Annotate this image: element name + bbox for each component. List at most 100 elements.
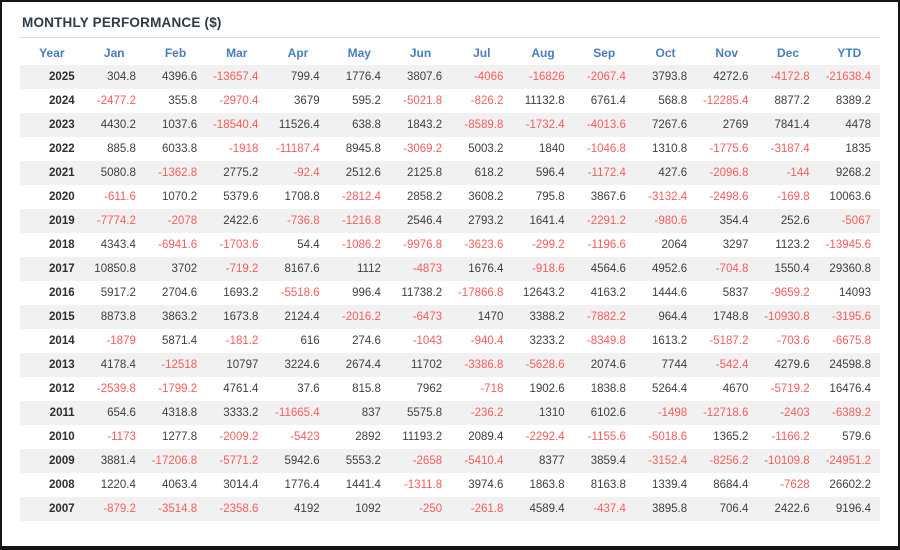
- value-cell: -2096.8: [696, 161, 757, 185]
- value-cell: 54.4: [267, 233, 328, 257]
- value-cell: 1776.4: [267, 473, 328, 497]
- value-cell: -261.8: [451, 497, 512, 521]
- value-cell: 996.4: [329, 281, 390, 305]
- value-cell: 5264.4: [635, 377, 696, 401]
- value-cell: 4192: [267, 497, 328, 521]
- value-cell: 2674.4: [329, 353, 390, 377]
- value-cell: -1216.8: [329, 209, 390, 233]
- app-window: { "title": "MONTHLY PERFORMANCE ($)", "t…: [0, 0, 900, 550]
- table-row: 20165917.22704.61693.2-5518.6996.411738.…: [20, 281, 880, 305]
- value-cell: -16826: [512, 65, 573, 89]
- value-cell: 3895.8: [635, 497, 696, 521]
- year-cell: 2022: [20, 137, 84, 161]
- value-cell: 2089.4: [451, 425, 512, 449]
- year-cell: 2015: [20, 305, 84, 329]
- value-cell: 1840: [512, 137, 573, 161]
- value-cell: -236.2: [451, 401, 512, 425]
- value-cell: 2422.6: [757, 497, 818, 521]
- value-cell: -2403: [757, 401, 818, 425]
- value-cell: -181.2: [206, 329, 267, 353]
- value-cell: 1776.4: [329, 65, 390, 89]
- value-cell: 3297: [696, 233, 757, 257]
- value-cell: 815.8: [329, 377, 390, 401]
- value-cell: -703.6: [757, 329, 818, 353]
- year-cell: 2012: [20, 377, 84, 401]
- value-cell: -17206.8: [145, 449, 206, 473]
- year-cell: 2011: [20, 401, 84, 425]
- value-cell: -6389.2: [819, 401, 880, 425]
- value-cell: 885.8: [84, 137, 145, 161]
- value-cell: 6102.6: [574, 401, 635, 425]
- value-cell: -5021.8: [390, 89, 451, 113]
- value-cell: 4063.4: [145, 473, 206, 497]
- value-cell: 3608.2: [451, 185, 512, 209]
- year-cell: 2009: [20, 449, 84, 473]
- value-cell: -13945.6: [819, 233, 880, 257]
- value-cell: -1703.6: [206, 233, 267, 257]
- table-row: 20093881.4-17206.8-5771.25942.65553.2-26…: [20, 449, 880, 473]
- value-cell: 5942.6: [267, 449, 328, 473]
- value-cell: 11702: [390, 353, 451, 377]
- year-cell: 2007: [20, 497, 84, 521]
- value-cell: -611.6: [84, 185, 145, 209]
- performance-panel: MONTHLY PERFORMANCE ($) YearJanFebMarApr…: [2, 2, 898, 521]
- value-cell: 10063.6: [819, 185, 880, 209]
- value-cell: 3807.6: [390, 65, 451, 89]
- value-cell: -2009.2: [206, 425, 267, 449]
- value-cell: -9659.2: [757, 281, 818, 305]
- value-cell: -2358.6: [206, 497, 267, 521]
- value-cell: 795.8: [512, 185, 573, 209]
- value-cell: -10109.8: [757, 449, 818, 473]
- value-cell: 654.6: [84, 401, 145, 425]
- value-cell: -980.6: [635, 209, 696, 233]
- value-cell: -4013.6: [574, 113, 635, 137]
- column-header-jul: Jul: [451, 40, 512, 65]
- value-cell: -12518: [145, 353, 206, 377]
- value-cell: 8167.6: [267, 257, 328, 281]
- value-cell: 638.8: [329, 113, 390, 137]
- value-cell: 4430.2: [84, 113, 145, 137]
- value-cell: 5003.2: [451, 137, 512, 161]
- value-cell: -2078: [145, 209, 206, 233]
- value-cell: 1693.2: [206, 281, 267, 305]
- value-cell: -5018.6: [635, 425, 696, 449]
- year-cell: 2024: [20, 89, 84, 113]
- value-cell: 595.2: [329, 89, 390, 113]
- value-cell: 8684.4: [696, 473, 757, 497]
- value-cell: -2812.4: [329, 185, 390, 209]
- value-cell: 5080.8: [84, 161, 145, 185]
- value-cell: 2064: [635, 233, 696, 257]
- value-cell: -250: [390, 497, 451, 521]
- value-cell: 1037.6: [145, 113, 206, 137]
- value-cell: 1843.2: [390, 113, 451, 137]
- value-cell: -918.6: [512, 257, 573, 281]
- value-cell: -1799.2: [145, 377, 206, 401]
- year-cell: 2023: [20, 113, 84, 137]
- value-cell: 1441.4: [329, 473, 390, 497]
- value-cell: 964.4: [635, 305, 696, 329]
- value-cell: -1173: [84, 425, 145, 449]
- value-cell: 4318.8: [145, 401, 206, 425]
- value-cell: -5719.2: [757, 377, 818, 401]
- value-cell: 8163.8: [574, 473, 635, 497]
- value-cell: 3974.6: [451, 473, 512, 497]
- value-cell: -1172.4: [574, 161, 635, 185]
- table-row: 2011654.64318.83333.2-11665.48375575.8-2…: [20, 401, 880, 425]
- value-cell: 3224.6: [267, 353, 328, 377]
- year-cell: 2017: [20, 257, 84, 281]
- value-cell: -2498.6: [696, 185, 757, 209]
- value-cell: -6675.8: [819, 329, 880, 353]
- value-cell: 4478: [819, 113, 880, 137]
- header-row: YearJanFebMarAprMayJunJulAugSepOctNovDec…: [20, 40, 880, 65]
- value-cell: -1362.8: [145, 161, 206, 185]
- value-cell: 26602.2: [819, 473, 880, 497]
- value-cell: 1835: [819, 137, 880, 161]
- value-cell: 3859.4: [574, 449, 635, 473]
- value-cell: 616: [267, 329, 328, 353]
- value-cell: 4589.4: [512, 497, 573, 521]
- value-cell: 1277.8: [145, 425, 206, 449]
- value-cell: 1676.4: [451, 257, 512, 281]
- value-cell: 14093: [819, 281, 880, 305]
- value-cell: -11187.4: [267, 137, 328, 161]
- value-cell: 5837: [696, 281, 757, 305]
